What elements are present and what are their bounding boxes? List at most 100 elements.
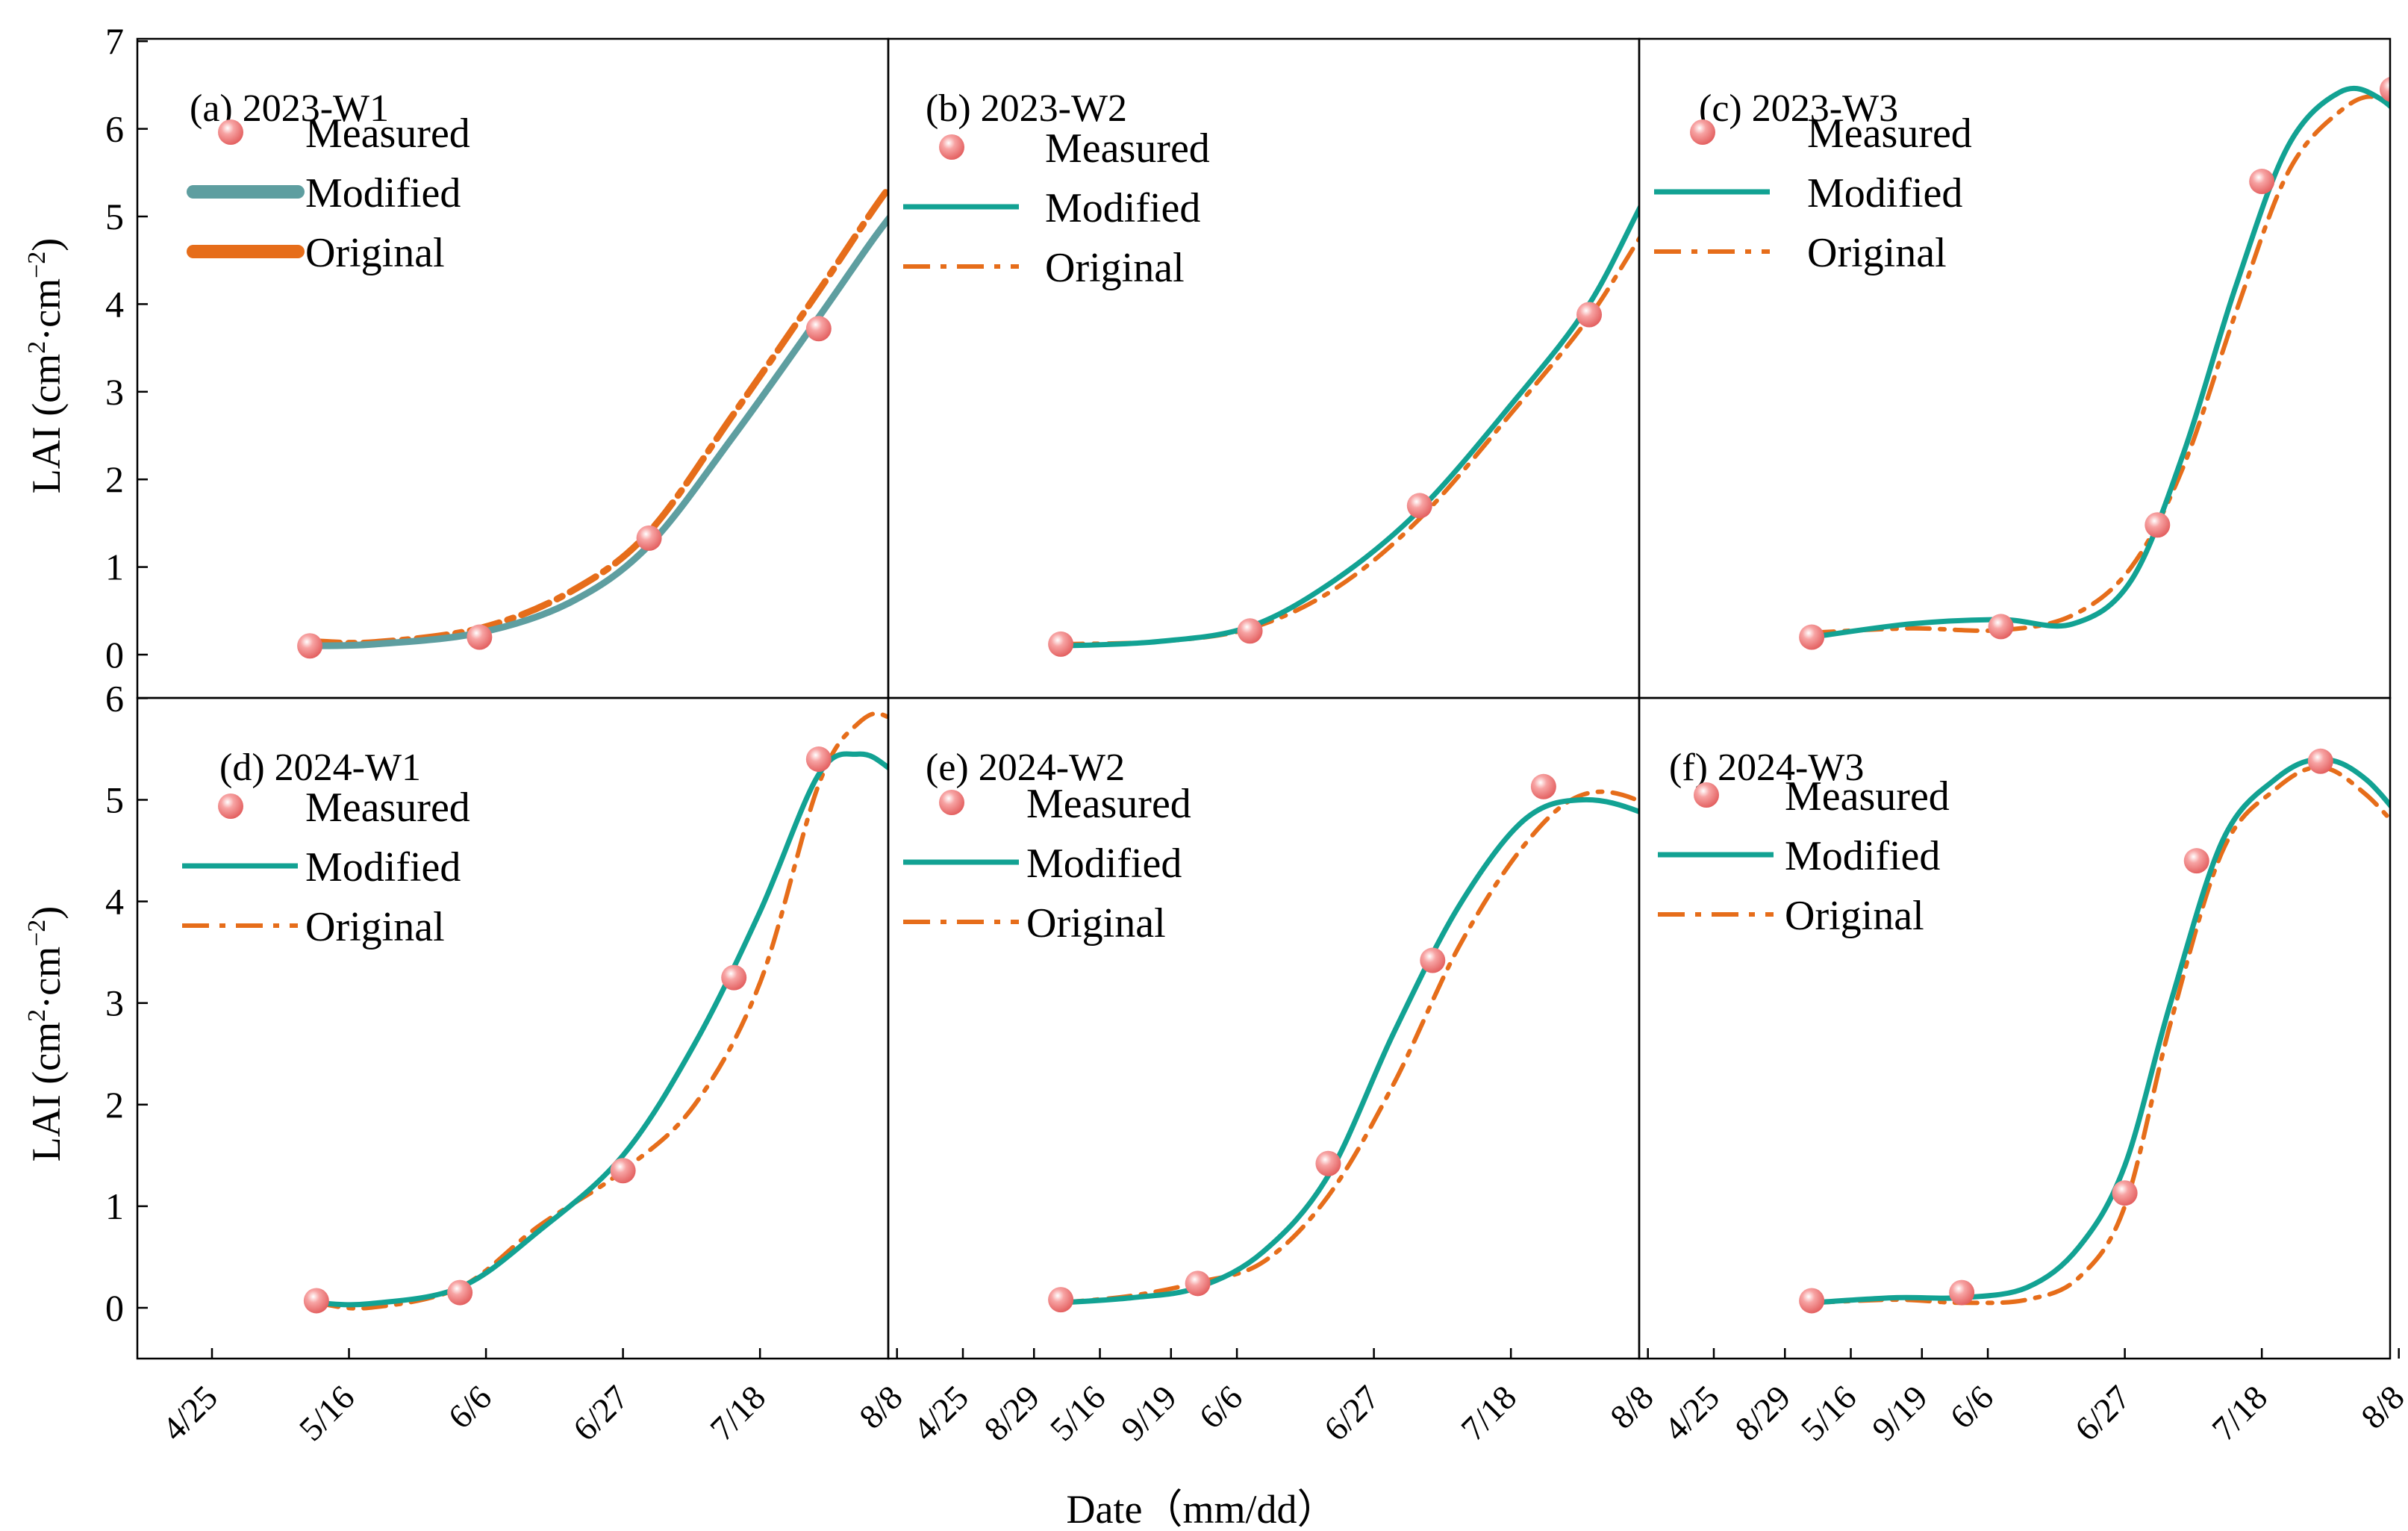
legend-measured-marker	[1690, 119, 1715, 145]
measured-point	[1315, 1150, 1341, 1176]
panel-title: (e) 2024-W2	[926, 746, 1125, 789]
x-tick-label: 4/25	[1656, 1378, 1727, 1448]
y-axis-title-bottom: LAI (cm2·cm−2)	[23, 906, 69, 1162]
x-tick-label: 8/8	[852, 1378, 910, 1436]
y-axis-title-top: LAI (cm2·cm−2)	[23, 238, 69, 494]
x-tick-label: 6/27	[2068, 1378, 2138, 1448]
legend-modified-label: Modified	[1045, 185, 1200, 231]
x-tick-label: 7/18	[702, 1378, 773, 1448]
measured-point	[721, 964, 747, 991]
panel-title: (d) 2024-W1	[219, 746, 421, 789]
panel-title: (f) 2024-W3	[1669, 746, 1864, 789]
axes-layer: 0 1 2 3 4 5 6 7 0 1 2 3 4 5 6 4/25 5/16 6/6 6/27 7/18 8/8 8/2…	[105, 20, 2408, 1448]
measured-point	[1106, 994, 1132, 1019]
measured-point	[1048, 631, 1074, 657]
measured-point	[1048, 1287, 1074, 1313]
legend: Measured Modified Original	[1658, 773, 1950, 939]
x-tick-label: 6/27	[566, 1378, 636, 1448]
panel-title: (c) 2023-W3	[1699, 87, 1898, 130]
x-tick-label: 8/29	[1727, 1378, 1797, 1448]
series-group	[297, 183, 1158, 659]
legend-measured-label: Measured	[1026, 781, 1191, 827]
series-group	[1799, 748, 2390, 1314]
legend-original-label: Original	[1807, 230, 1947, 276]
y-tick-label: 4	[105, 881, 124, 923]
measured-point	[1132, 353, 1158, 378]
legend-modified-label: Modified	[1807, 170, 1962, 216]
series-group	[1799, 77, 2390, 650]
measured-point	[1185, 1270, 1211, 1297]
x-tick-label: 7/18	[1453, 1378, 1523, 1448]
original-line	[306, 183, 888, 647]
original-line	[314, 711, 888, 1311]
legend-modified-label: Modified	[1026, 841, 1182, 887]
panel-frame	[136, 37, 890, 699]
measured-point	[2249, 169, 2275, 195]
x-tick-label: 5/16	[1794, 1378, 1864, 1448]
y-tick-label: 3	[105, 982, 124, 1024]
y-tick-label: 1	[105, 546, 124, 588]
legend: Measured Modified Original	[903, 781, 1191, 947]
legend-modified-label: Modified	[305, 170, 461, 216]
x-tick-label: 4/25	[905, 1378, 976, 1448]
measured-point	[2307, 748, 2333, 774]
y-tick-label: 5	[105, 779, 124, 821]
legend: Measured Modified Original	[1654, 110, 1972, 276]
legend-measured-label: Measured	[305, 110, 470, 157]
measured-point	[805, 316, 832, 342]
x-tick-label: 8/8	[2354, 1378, 2408, 1436]
measured-point	[2379, 77, 2390, 102]
y-tick-label: 5	[105, 196, 124, 237]
legend-original-label: Original	[305, 230, 445, 276]
ylabel-mid: ·cm	[24, 278, 69, 341]
ylabel-end: )	[24, 906, 69, 920]
measured-point	[1949, 1279, 1975, 1306]
measured-point	[303, 1288, 329, 1314]
legend-original-label: Original	[305, 904, 445, 950]
ylabel-sup1: 2	[23, 1009, 51, 1022]
measured-point	[1406, 493, 1432, 519]
y-tick-label: 0	[105, 1287, 124, 1329]
ylabel-sup2: −2	[23, 252, 51, 278]
y-tick-label: 1	[105, 1185, 124, 1227]
legend-measured-label: Measured	[1807, 110, 1972, 157]
series-group	[1048, 203, 1639, 657]
legend-measured-marker	[939, 790, 964, 815]
y-tick-label: 6	[105, 677, 124, 719]
y-tick-label: 3	[105, 371, 124, 413]
x-axis-title: Date（mm/dd）	[1067, 1487, 1338, 1531]
legend-original-label: Original	[1045, 245, 1185, 291]
ylabel-mid: ·cm	[24, 947, 69, 1009]
ylabel-sup1: 2	[23, 341, 51, 354]
panel-frame	[136, 696, 890, 1360]
x-tick-label: 8/29	[976, 1378, 1047, 1448]
legend-original-label: Original	[1785, 893, 1924, 939]
measured-point	[1799, 624, 1825, 650]
legend-original-label: Original	[1026, 900, 1166, 947]
modified-line	[1809, 756, 2390, 1306]
measured-point	[2145, 512, 2171, 538]
legend-measured-marker	[1694, 782, 1719, 808]
measured-point	[1420, 947, 1446, 973]
x-tick-label: 9/19	[1114, 1378, 1184, 1448]
legend-measured-marker	[218, 119, 243, 145]
ylabel-end: )	[24, 238, 69, 252]
measured-point	[2183, 848, 2209, 874]
x-tick-label: 6/27	[1317, 1378, 1387, 1448]
measured-point	[1988, 614, 2014, 640]
original-line	[1058, 234, 1639, 646]
measured-point	[1576, 302, 1603, 328]
x-tick-label: 4/25	[155, 1378, 225, 1448]
panel-frame	[887, 37, 1641, 699]
ylabel-main: LAI (cm	[24, 354, 69, 493]
measured-point	[1530, 773, 1556, 799]
y-tick-label: 2	[105, 1084, 124, 1126]
modified-line	[306, 213, 888, 649]
measured-point	[467, 624, 493, 650]
original-line	[1809, 764, 2390, 1306]
ylabel-sup2: −2	[23, 920, 51, 947]
x-tick-label: 9/19	[1865, 1378, 1935, 1448]
